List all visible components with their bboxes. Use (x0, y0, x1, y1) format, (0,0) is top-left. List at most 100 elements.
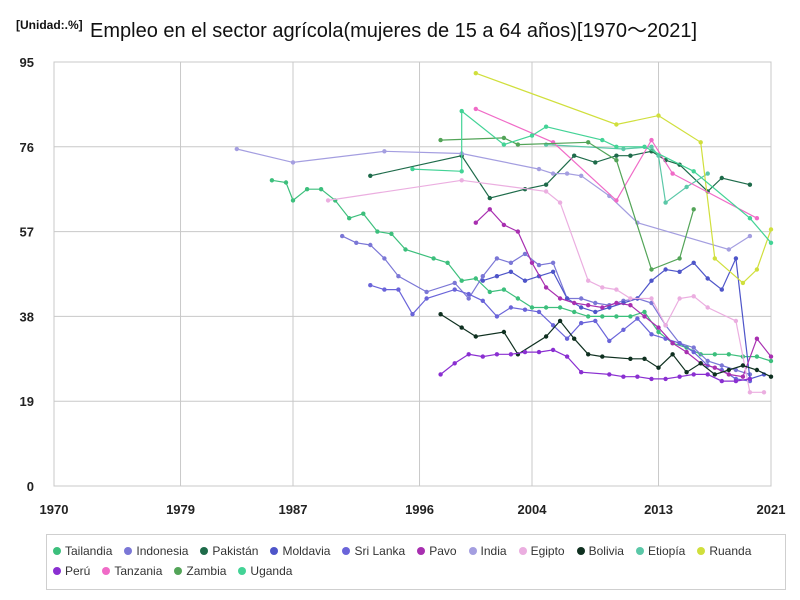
data-point (347, 216, 352, 221)
series-7 (325, 178, 767, 395)
data-point (607, 372, 612, 377)
data-point (508, 305, 514, 310)
data-point (410, 312, 415, 317)
data-point (740, 363, 746, 368)
data-point (656, 325, 661, 330)
data-point (747, 390, 753, 395)
data-point (642, 356, 647, 361)
legend-label: Tailandia (65, 544, 113, 558)
legend-swatch (342, 547, 351, 555)
y-tick-label: 76 (20, 140, 34, 155)
legend-item[interactable]: Ruanda (697, 541, 751, 561)
data-point (614, 122, 619, 127)
chart-legend: Tailandia Indonesia Pakistán Moldavia Sri La… (46, 534, 786, 590)
data-point (480, 278, 485, 283)
legend-item[interactable]: Pavo (417, 541, 457, 561)
data-point (579, 305, 584, 310)
data-point (628, 303, 633, 308)
data-point (768, 240, 774, 245)
data-point (691, 207, 696, 212)
data-point (663, 336, 668, 341)
data-point (382, 256, 387, 261)
data-point (473, 334, 478, 339)
legend-item[interactable]: Perú (53, 561, 90, 581)
series-line (482, 256, 765, 380)
data-point (550, 269, 556, 274)
legend-swatch (518, 547, 527, 555)
data-point (663, 200, 668, 205)
legend-item[interactable]: Moldavia (270, 541, 330, 561)
legend-item[interactable]: Uganda (238, 561, 292, 581)
data-point (459, 278, 464, 283)
data-point (501, 142, 507, 147)
legend-item[interactable]: Pakistán (200, 541, 258, 561)
data-point (452, 287, 457, 292)
data-point (719, 363, 724, 368)
x-tick-label: 2004 (518, 502, 548, 517)
data-point (642, 314, 647, 319)
data-point (677, 256, 682, 261)
legend-label: Pakistán (212, 544, 259, 558)
data-point (269, 178, 275, 183)
data-point (719, 378, 724, 384)
series-3 (480, 256, 767, 382)
legend-item[interactable]: India (468, 541, 507, 561)
series-5 (473, 207, 774, 379)
y-tick-label: 0 (27, 479, 34, 494)
legend-item[interactable]: Bolivia (576, 541, 624, 561)
data-point (754, 367, 760, 373)
data-point (614, 198, 619, 203)
series-line (412, 109, 772, 244)
legend-item[interactable]: Zambia (174, 561, 226, 581)
legend-item[interactable]: Tanzania (102, 561, 162, 581)
data-point (579, 296, 584, 301)
data-point (368, 283, 373, 288)
data-point (564, 354, 570, 359)
data-point (572, 153, 577, 158)
data-point (726, 372, 731, 377)
legend-swatch (200, 547, 209, 555)
legend-swatch (417, 547, 426, 555)
data-point (705, 358, 710, 364)
data-point (354, 240, 359, 245)
data-point (586, 352, 591, 357)
legend-item[interactable]: Sri Lanka (342, 541, 405, 561)
data-point (480, 298, 485, 303)
series-14 (410, 108, 774, 245)
data-point (621, 374, 626, 379)
data-point (733, 256, 739, 261)
data-point (424, 289, 429, 295)
data-point (487, 207, 492, 212)
data-point (719, 175, 724, 181)
data-point (564, 336, 570, 341)
legend-item[interactable]: Indonesia (124, 541, 188, 561)
data-point (550, 171, 556, 176)
data-point (557, 296, 563, 301)
data-point (733, 378, 739, 384)
data-point (389, 231, 394, 236)
data-point (325, 198, 331, 203)
data-point (572, 309, 577, 315)
data-point (607, 305, 612, 310)
legend-label: Egipto (530, 544, 565, 558)
data-point (600, 137, 605, 143)
data-point (649, 137, 654, 143)
legend-swatch (576, 547, 585, 555)
data-point (564, 171, 570, 176)
series-13 (438, 135, 696, 272)
data-point (438, 312, 443, 317)
legend-item[interactable]: Etiopía (635, 541, 685, 561)
data-point (614, 158, 619, 163)
series-2 (368, 149, 753, 201)
data-point (698, 140, 703, 145)
data-point (663, 376, 668, 382)
data-point (628, 314, 633, 319)
legend-item[interactable]: Egipto (518, 541, 565, 561)
data-point (712, 256, 717, 261)
data-point (586, 278, 591, 283)
y-tick-label: 95 (20, 55, 34, 70)
legend-item[interactable]: Tailandia (53, 541, 112, 561)
data-point (726, 367, 731, 373)
legend-label: India (480, 544, 507, 558)
data-point (593, 309, 598, 315)
